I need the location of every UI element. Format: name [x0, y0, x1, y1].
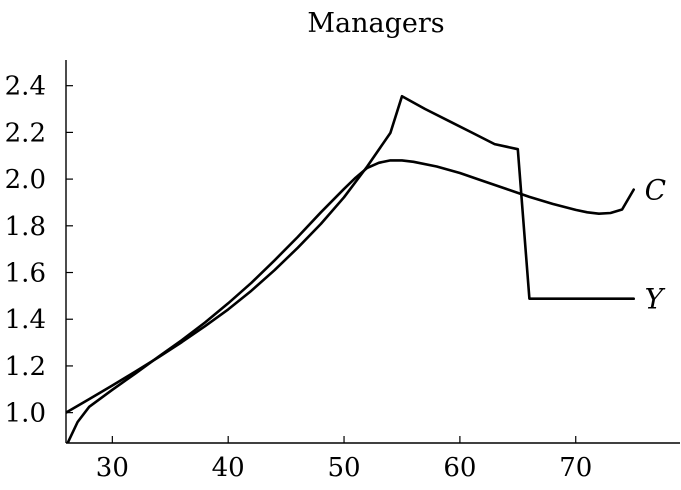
x-tick-label: 30: [96, 453, 129, 483]
series-line-y: [66, 94, 636, 414]
y-axis-ticks: 1.0 1.2 1.4 1.6 1.8 2.0 2.2 2.4: [5, 72, 73, 429]
axes: [65, 60, 680, 444]
y-tick-label: 2.0: [5, 165, 46, 195]
x-tick-label: 40: [212, 453, 245, 483]
y-tick-label: 1.6: [5, 259, 46, 289]
y-tick-label: 1.4: [5, 305, 46, 335]
series-layer: [66, 94, 636, 443]
x-tick-label: 60: [443, 453, 476, 483]
y-tick-label: 2.4: [5, 72, 46, 102]
x-axis-ticks: 30 40 50 60 70: [96, 436, 592, 483]
x-tick-label: 50: [327, 453, 360, 483]
series-label-y: Y: [645, 283, 666, 316]
y-tick-label: 2.2: [5, 118, 46, 148]
series-label-c: C: [645, 174, 666, 207]
series-line-c: [66, 159, 636, 443]
y-tick-label: 1.8: [5, 212, 46, 242]
y-tick-label: 1.0: [5, 399, 46, 429]
chart-title: Managers: [307, 8, 444, 39]
x-tick-label: 70: [559, 453, 592, 483]
y-tick-label: 1.2: [5, 352, 46, 382]
series-labels: YC: [645, 174, 666, 316]
